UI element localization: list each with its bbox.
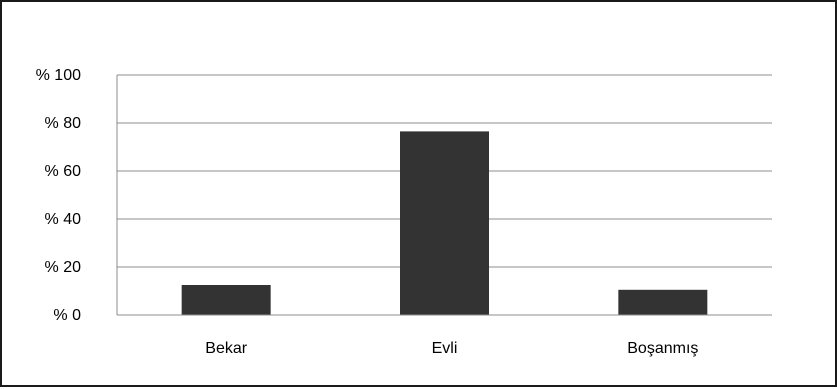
bars <box>181 131 708 315</box>
bar-bekar <box>181 285 271 315</box>
y-axis-ticks: % 0 % 20 % 40 % 60 % 80 % 100 <box>36 67 81 324</box>
y-tick-label-40: % 40 <box>45 211 82 228</box>
y-tick-label-0: % 0 <box>53 307 81 324</box>
x-tick-label-2: Boşanmış <box>627 340 698 357</box>
x-axis-labels: Bekar Evli Boşanmış <box>205 340 698 357</box>
y-tick-label-60: % 60 <box>45 163 82 180</box>
bar-evli <box>400 131 489 315</box>
y-tick-label-20: % 20 <box>45 259 82 276</box>
x-axis <box>116 75 772 316</box>
y-tick-label-100: % 100 <box>36 67 81 84</box>
bar-boşanmış <box>618 289 708 315</box>
x-tick-label-1: Evli <box>432 340 458 357</box>
x-tick-label-0: Bekar <box>205 340 247 357</box>
y-tick-label-80: % 80 <box>45 115 82 132</box>
